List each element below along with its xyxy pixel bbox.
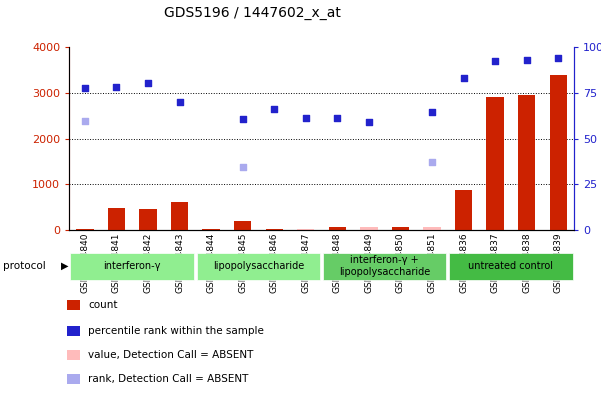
Point — [112, 84, 121, 90]
Text: ▶: ▶ — [61, 261, 69, 271]
Point — [80, 118, 90, 124]
Text: interferon-γ +
lipopolysaccharide: interferon-γ + lipopolysaccharide — [339, 255, 430, 277]
Bar — [392, 227, 409, 230]
Bar — [67, 350, 81, 360]
Bar — [67, 374, 81, 384]
Text: untreated control: untreated control — [468, 261, 554, 271]
Text: rank, Detection Call = ABSENT: rank, Detection Call = ABSENT — [88, 374, 248, 384]
Point — [238, 116, 248, 122]
Bar — [70, 253, 194, 279]
Bar — [549, 75, 567, 230]
Point — [238, 164, 248, 170]
Bar — [171, 202, 188, 230]
Bar — [266, 229, 283, 230]
Bar — [67, 300, 81, 310]
Bar — [323, 253, 447, 279]
Bar — [486, 97, 504, 230]
Bar — [518, 95, 535, 230]
Point — [522, 57, 531, 63]
Bar — [197, 253, 320, 279]
Point — [490, 58, 500, 64]
Bar — [139, 209, 157, 230]
Point — [80, 85, 90, 92]
Text: percentile rank within the sample: percentile rank within the sample — [88, 326, 264, 336]
Point — [175, 99, 185, 106]
Point — [301, 115, 311, 121]
Bar — [360, 227, 377, 230]
Point — [459, 75, 468, 81]
Point — [427, 159, 437, 165]
Point — [143, 80, 153, 86]
Text: lipopolysaccharide: lipopolysaccharide — [213, 261, 304, 271]
Text: value, Detection Call = ABSENT: value, Detection Call = ABSENT — [88, 350, 254, 360]
Point — [364, 118, 374, 125]
Bar — [76, 229, 94, 230]
Text: protocol: protocol — [3, 261, 46, 271]
Bar — [455, 190, 472, 230]
Bar — [108, 208, 125, 230]
Text: interferon-γ: interferon-γ — [103, 261, 161, 271]
Text: GDS5196 / 1447602_x_at: GDS5196 / 1447602_x_at — [164, 6, 341, 20]
Bar — [329, 227, 346, 230]
Bar — [423, 227, 441, 230]
Point — [269, 106, 279, 112]
Text: count: count — [88, 300, 118, 310]
Point — [332, 115, 342, 121]
Bar — [67, 326, 81, 336]
Point — [427, 109, 437, 116]
Bar — [203, 229, 220, 230]
Bar — [297, 229, 314, 230]
Point — [554, 55, 563, 61]
Bar — [234, 221, 251, 230]
Bar — [449, 253, 573, 279]
